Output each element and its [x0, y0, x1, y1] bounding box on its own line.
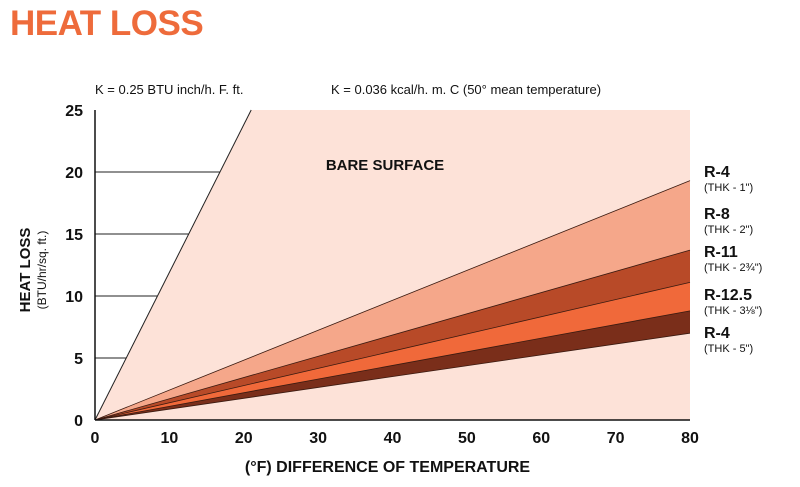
bare-surface-label: BARE SURFACE — [326, 157, 444, 174]
x-tick-label: 20 — [235, 430, 253, 447]
series-label: R-4 — [704, 325, 730, 342]
series-label: R-11 — [704, 244, 738, 261]
y-tick-label: 15 — [65, 227, 83, 244]
x-tick-label: 0 — [91, 430, 100, 447]
x-axis-title: (°F) DIFFERENCE OF TEMPERATURE — [245, 459, 531, 476]
series-thickness-label: (THK - 2") — [704, 224, 753, 236]
series-thickness-label: (THK - 1") — [704, 182, 753, 194]
y-tick-label: 0 — [74, 413, 83, 430]
series-thickness-label: (THK - 2¾") — [704, 262, 762, 274]
y-tick-label: 20 — [65, 165, 83, 182]
series-label: R-8 — [704, 206, 730, 223]
y-tick-label: 10 — [65, 289, 83, 306]
series-line — [94, 249, 691, 421]
y-axis-title: HEAT LOSS — [17, 228, 34, 313]
page-title: HEAT LOSS — [10, 4, 204, 43]
conductivity-note-metric: K = 0.036 kcal/h. m. C (50° mean tempera… — [331, 82, 602, 97]
x-tick-label: 10 — [160, 430, 178, 447]
series-label: R-12.5 — [704, 287, 752, 304]
series-thickness-label: (THK - 5") — [704, 343, 753, 355]
series-line — [94, 332, 691, 421]
x-tick-label: 80 — [681, 430, 699, 447]
conductivity-note-imperial: K = 0.25 BTU inch/h. F. ft. — [95, 82, 244, 97]
series-thickness-label: (THK - 3⅛") — [704, 305, 762, 317]
series-line — [94, 281, 691, 421]
x-tick-label: 40 — [384, 430, 402, 447]
series-label: R-4 — [704, 164, 730, 181]
bare-surface-line — [94, 109, 252, 421]
x-tick-label: 70 — [607, 430, 625, 447]
series-line — [94, 310, 691, 421]
x-tick-label: 30 — [309, 430, 327, 447]
y-axis-subtitle: (BTU/hr/sq. ft.) — [35, 231, 49, 310]
y-tick-label: 25 — [65, 103, 83, 120]
x-tick-label: 60 — [532, 430, 550, 447]
series-line — [94, 180, 691, 421]
y-tick-label: 5 — [74, 351, 83, 368]
x-tick-label: 50 — [458, 430, 476, 447]
